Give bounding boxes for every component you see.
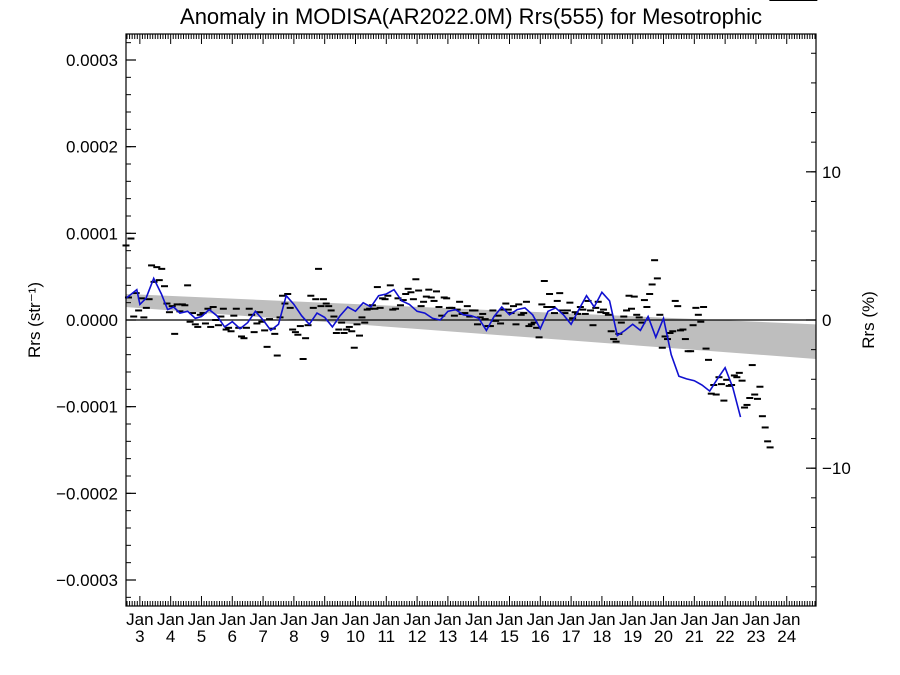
x-tick-label-year: 22: [716, 627, 735, 646]
x-tick-label-month: Jan: [403, 610, 430, 629]
y-right-tick-label: 0: [822, 311, 831, 330]
x-tick-label-month: Jan: [157, 610, 184, 629]
x-tick-label-year: 9: [320, 627, 329, 646]
x-tick-label-month: Jan: [249, 610, 276, 629]
x-tick-label-year: 18: [592, 627, 611, 646]
x-tick-label-year: 3: [135, 627, 144, 646]
x-tick-label-month: Jan: [188, 610, 215, 629]
smoothed-series-line: [125, 276, 742, 418]
x-tick-label-month: Jan: [711, 610, 738, 629]
x-tick-label-year: 12: [408, 627, 427, 646]
x-tick-label-month: Jan: [219, 610, 246, 629]
right-y-axis: 10 0 −10: [806, 52, 851, 588]
y-axis-label-right: Rrs (%): [859, 291, 878, 349]
y-right-tick-label: −10: [822, 459, 851, 478]
x-tick-label-year: 24: [777, 627, 796, 646]
x-tick-label-month: Jan: [588, 610, 615, 629]
y-tick-label: −0.0001: [56, 398, 118, 417]
x-tick-label-year: 20: [654, 627, 673, 646]
x-tick-label-month: Jan: [311, 610, 338, 629]
x-tick-label-month: Jan: [280, 610, 307, 629]
x-tick-label-year: 23: [746, 627, 765, 646]
x-axis: Jan3Jan4Jan5Jan6Jan7Jan8Jan9Jan10Jan11Ja…: [126, 34, 816, 646]
x-tick-label-month: Jan: [126, 610, 153, 629]
x-tick-label-year: 13: [438, 627, 457, 646]
y-tick-label: 0.0000: [66, 311, 118, 330]
x-tick-label-year: 19: [623, 627, 642, 646]
x-tick-label-year: 16: [531, 627, 550, 646]
x-tick-label-month: Jan: [619, 610, 646, 629]
x-tick-label-year: 8: [289, 627, 298, 646]
x-tick-label-month: Jan: [557, 610, 584, 629]
y-tick-label: 0.0002: [66, 138, 118, 157]
y-tick-label: −0.0003: [56, 571, 118, 590]
x-tick-label-month: Jan: [681, 610, 708, 629]
x-tick-label-year: 5: [197, 627, 206, 646]
x-tick-label-month: Jan: [434, 610, 461, 629]
x-tick-label-month: Jan: [496, 610, 523, 629]
x-tick-label-year: 6: [228, 627, 237, 646]
x-tick-label-year: 4: [166, 627, 175, 646]
x-tick-label-month: Jan: [773, 610, 800, 629]
plot-area: [122, 0, 818, 607]
x-tick-label-year: 10: [346, 627, 365, 646]
monthly-points: [122, 0, 818, 449]
x-tick-label-year: 14: [469, 627, 488, 646]
y-tick-label: −0.0002: [56, 484, 118, 503]
y-right-tick-label: 10: [822, 163, 841, 182]
x-tick-label-year: 21: [685, 627, 704, 646]
y-tick-label: 0.0003: [66, 51, 118, 70]
x-tick-label-month: Jan: [527, 610, 554, 629]
x-tick-label-year: 7: [258, 627, 267, 646]
y-axis-label-left: Rrs (str⁻¹): [25, 282, 44, 358]
y-tick-label: 0.0001: [66, 224, 118, 243]
x-tick-label-month: Jan: [742, 610, 769, 629]
x-tick-label-month: Jan: [650, 610, 677, 629]
x-tick-label-year: 11: [377, 627, 395, 646]
left-y-axis: 0.0003 0.0002 0.0001 0.0000 −0.0001 −0.0002 −0…: [56, 42, 136, 598]
chart-title: Anomaly in MODISA(AR2022.0M) Rrs(555) fo…: [180, 4, 762, 29]
x-tick-label-month: Jan: [373, 610, 400, 629]
x-tick-label-month: Jan: [342, 610, 369, 629]
x-tick-label-year: 17: [562, 627, 581, 646]
x-tick-label-month: Jan: [465, 610, 492, 629]
x-tick-label-year: 15: [500, 627, 519, 646]
